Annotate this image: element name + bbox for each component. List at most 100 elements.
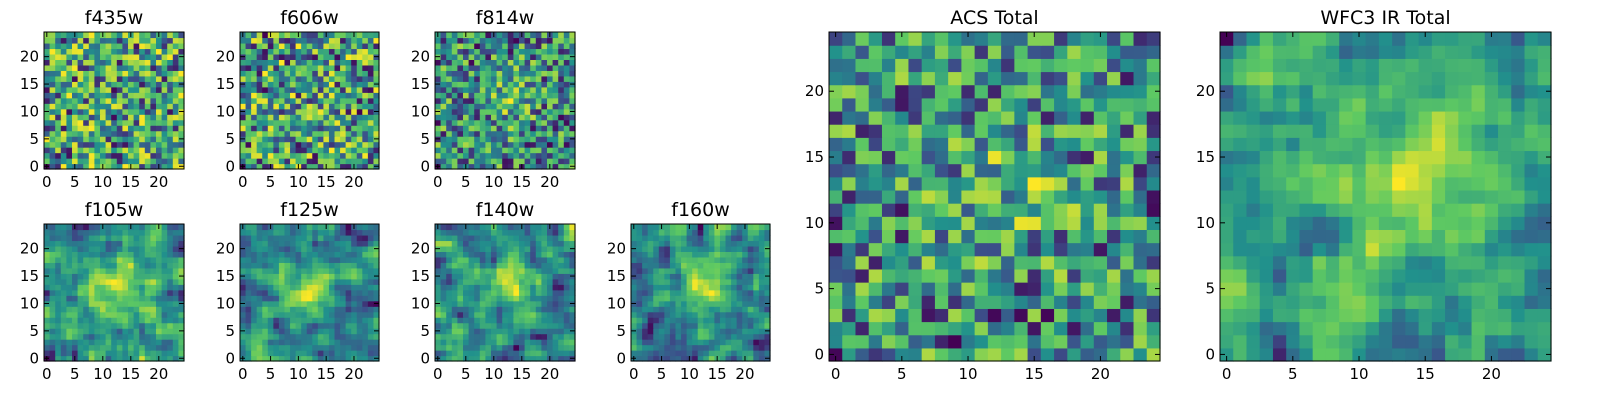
heatmap-cell (245, 295, 252, 302)
heatmap-cell (934, 229, 949, 244)
heatmap-cell (474, 311, 481, 318)
heatmap-cell (961, 163, 976, 178)
heatmap-cell (491, 295, 498, 302)
heatmap-cell (552, 103, 559, 110)
heatmap-cell (356, 86, 363, 93)
heatmap-cell (172, 240, 179, 247)
heatmap-cell (178, 350, 185, 357)
heatmap-cell (83, 125, 90, 132)
heatmap-cell (1107, 229, 1121, 244)
heatmap-cell (83, 163, 90, 170)
heatmap-cell (94, 163, 101, 170)
heatmap-cell (373, 311, 380, 318)
heatmap-cell (111, 256, 118, 263)
heatmap-cell (479, 355, 486, 362)
heatmap-cell (731, 311, 738, 318)
heatmap-cell (647, 311, 654, 318)
heatmap-cell (446, 344, 453, 351)
heatmap-cell (502, 103, 509, 110)
heatmap-cell (156, 86, 163, 93)
heatmap-cell (317, 284, 324, 291)
heatmap-cell (328, 108, 336, 115)
heatmap-cell (251, 81, 258, 88)
heatmap-cell (334, 300, 341, 307)
heatmap-cell (345, 240, 352, 247)
heatmap-cell (764, 278, 771, 285)
heatmap-cell (563, 306, 570, 313)
heatmap-cell (491, 256, 498, 263)
heatmap-cell (479, 224, 486, 231)
heatmap-cell (457, 125, 464, 132)
heatmap-cell (328, 163, 336, 170)
y-tick-label: 10 (20, 294, 39, 312)
heatmap-cell (1067, 163, 1082, 178)
heatmap-cell (451, 317, 458, 324)
heatmap-cell (44, 240, 51, 247)
heatmap-cell (133, 136, 140, 143)
heatmap-cell (100, 147, 107, 154)
heatmap-cell (290, 350, 297, 357)
heatmap-cell (340, 289, 347, 296)
heatmap-cell (435, 75, 442, 82)
heatmap-cell (295, 311, 302, 318)
heatmap-cell (317, 311, 324, 318)
heatmap-cell (502, 267, 509, 274)
heatmap-cell (278, 81, 286, 88)
heatmap-cell (1040, 282, 1055, 296)
heatmap-cell (301, 42, 308, 50)
heatmap-cell (631, 262, 638, 269)
heatmap-cell (881, 268, 896, 283)
heatmap-cell (524, 344, 531, 351)
heatmap-cell (345, 267, 352, 274)
heatmap-cell (747, 278, 754, 285)
heatmap-cell (245, 119, 252, 126)
heatmap-cell (1146, 268, 1161, 283)
heatmap-cell (479, 158, 486, 165)
heatmap-cell (290, 245, 297, 252)
heatmap-cell (697, 333, 704, 340)
heatmap-cell (736, 328, 743, 335)
heatmap-cell (731, 306, 738, 313)
heatmap-cell (49, 311, 56, 318)
heatmap-cell (312, 59, 319, 66)
heatmap-cell (647, 350, 654, 357)
heatmap-cell (161, 75, 168, 82)
heatmap-cell (111, 59, 118, 66)
heatmap-cell (491, 234, 498, 242)
heatmap-cell (262, 37, 269, 44)
heatmap-cell (697, 306, 704, 313)
heatmap-cell (251, 234, 258, 242)
heatmap-cell (530, 130, 537, 137)
heatmap-cell (100, 37, 107, 44)
heatmap-cell (240, 92, 247, 99)
heatmap-cell (356, 53, 363, 60)
heatmap-cell (323, 37, 330, 44)
heatmap-cell (88, 300, 95, 307)
heatmap-cell (60, 59, 67, 66)
heatmap-cell (463, 59, 470, 66)
heatmap-cell (77, 108, 84, 115)
heatmap-cell (178, 306, 185, 313)
heatmap-cell (306, 333, 313, 340)
heatmap-cell (708, 289, 715, 296)
heatmap-cell (373, 229, 380, 236)
heatmap-cell (83, 262, 90, 269)
heatmap-cell (72, 147, 79, 154)
heatmap-cell (284, 130, 291, 137)
heatmap-cell (251, 97, 258, 104)
heatmap-cell (251, 32, 258, 39)
heatmap-cell (736, 322, 743, 329)
heatmap-cell (94, 240, 101, 247)
heatmap-cell (267, 350, 274, 357)
heatmap-cell (507, 289, 514, 296)
heatmap-cell (479, 333, 486, 340)
heatmap-cell (463, 295, 470, 302)
heatmap-cell (513, 152, 520, 159)
heatmap-cell (77, 163, 84, 170)
heatmap-cell (345, 278, 352, 285)
heatmap-cell (267, 240, 274, 247)
heatmap-cell (530, 141, 537, 148)
heatmap-cell (334, 119, 341, 126)
heatmap-cell (485, 119, 492, 126)
heatmap-cell (502, 125, 509, 132)
